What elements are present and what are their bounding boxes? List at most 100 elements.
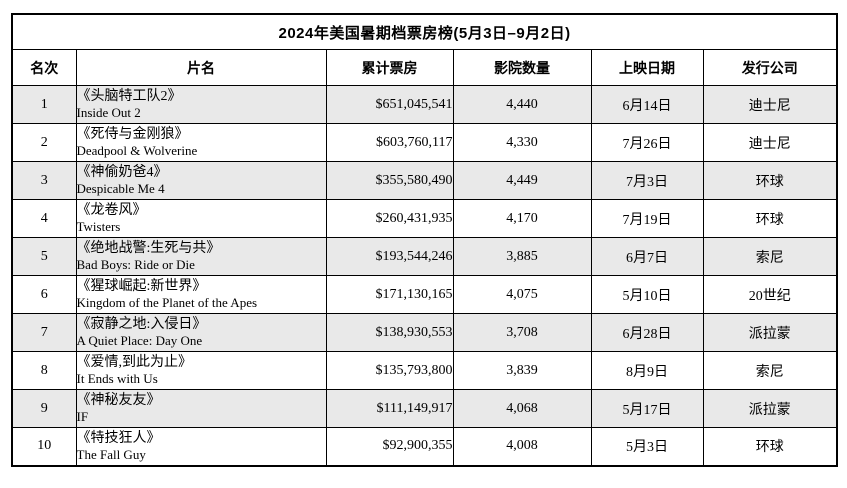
film-title-en: Bad Boys: Ride or Die: [76, 257, 195, 272]
release-date-cell: 7月3日: [590, 161, 704, 200]
table-row: 4 《龙卷风》 Twisters $260,431,935 4,170 7月19…: [11, 199, 838, 238]
header-gross: 累计票房: [325, 49, 454, 86]
rank-cell: 7: [11, 313, 77, 352]
film-title-cell: 《死侍与金刚狼》 Deadpool & Wolverine: [75, 123, 327, 162]
rank-cell: 6: [11, 275, 77, 314]
release-date-cell: 5月17日: [590, 389, 704, 428]
theaters-cell: 4,008: [452, 427, 592, 466]
release-date-cell: 7月26日: [590, 123, 704, 162]
distributor-cell: 索尼: [702, 351, 838, 390]
gross-cell: $603,760,117: [325, 123, 454, 162]
film-title-cell: 《头脑特工队2》 Inside Out 2: [75, 85, 327, 124]
gross-cell: $171,130,165: [325, 275, 454, 314]
table-row: 8 《爱情,到此为止》 It Ends with Us $135,793,800…: [11, 351, 838, 390]
film-title-en: Kingdom of the Planet of the Apes: [76, 295, 258, 310]
distributor-cell: 环球: [702, 427, 838, 466]
table-title-row: 2024年美国暑期档票房榜(5月3日–9月2日): [11, 13, 838, 50]
gross-cell: $651,045,541: [325, 85, 454, 124]
film-title-en: It Ends with Us: [76, 371, 158, 386]
header-distributor: 发行公司: [702, 49, 838, 86]
header-theater-count: 影院数量: [452, 49, 592, 86]
film-title-en: Twisters: [76, 219, 121, 234]
release-date-cell: 8月9日: [590, 351, 704, 390]
film-title-cell: 《神秘友友》 IF: [75, 389, 327, 428]
table-row: 5 《绝地战警:生死与共》 Bad Boys: Ride or Die $193…: [11, 237, 838, 276]
rank-cell: 5: [11, 237, 77, 276]
release-date-cell: 5月3日: [590, 427, 704, 466]
rank-cell: 4: [11, 199, 77, 238]
film-title-zh: 《特技狂人》: [76, 430, 161, 446]
table-row: 9 《神秘友友》 IF $111,149,917 4,068 5月17日 派拉蒙: [11, 389, 838, 428]
header-release-date: 上映日期: [590, 49, 704, 86]
film-title-zh: 《神秘友友》: [76, 393, 161, 408]
theaters-cell: 4,440: [452, 85, 592, 124]
film-title-cell: 《特技狂人》 The Fall Guy: [75, 427, 327, 466]
film-title-cell: 《绝地战警:生死与共》 Bad Boys: Ride or Die: [75, 237, 327, 276]
gross-cell: $92,900,355: [325, 427, 454, 466]
film-title-en: IF: [76, 409, 89, 424]
rank-cell: 9: [11, 389, 77, 428]
rank-cell: 10: [11, 427, 77, 466]
film-title-zh: 《绝地战警:生死与共》: [76, 241, 221, 256]
distributor-cell: 派拉蒙: [702, 389, 838, 428]
gross-cell: $111,149,917: [325, 389, 454, 428]
theaters-cell: 4,170: [452, 199, 592, 238]
distributor-cell: 派拉蒙: [702, 313, 838, 352]
gross-cell: $193,544,246: [325, 237, 454, 276]
film-title-en: Despicable Me 4: [76, 181, 165, 196]
rank-cell: 8: [11, 351, 77, 390]
distributor-cell: 环球: [702, 161, 838, 200]
table-row: 7 《寂静之地:入侵日》 A Quiet Place: Day One $138…: [11, 313, 838, 352]
distributor-cell: 环球: [702, 199, 838, 238]
film-title-cell: 《神偷奶爸4》 Despicable Me 4: [75, 161, 327, 200]
table-row: 1 《头脑特工队2》 Inside Out 2 $651,045,541 4,4…: [11, 85, 838, 124]
film-title-cell: 《寂静之地:入侵日》 A Quiet Place: Day One: [75, 313, 327, 352]
distributor-cell: 索尼: [702, 237, 838, 276]
rank-cell: 3: [11, 161, 77, 200]
table-row: 6 《猩球崛起:新世界》 Kingdom of the Planet of th…: [11, 275, 838, 314]
distributor-cell: 20世纪: [702, 275, 838, 314]
film-title-zh: 《神偷奶爸4》: [76, 165, 168, 180]
rank-cell: 1: [11, 85, 77, 124]
film-title-zh: 《猩球崛起:新世界》: [76, 279, 207, 294]
gross-cell: $138,930,553: [325, 313, 454, 352]
table-title: 2024年美国暑期档票房榜(5月3日–9月2日): [11, 13, 838, 50]
film-title-en: The Fall Guy: [76, 446, 146, 462]
release-date-cell: 6月14日: [590, 85, 704, 124]
theaters-cell: 4,330: [452, 123, 592, 162]
release-date-cell: 7月19日: [590, 199, 704, 238]
film-title-zh: 《爱情,到此为止》: [76, 355, 192, 370]
release-date-cell: 6月7日: [590, 237, 704, 276]
film-title-cell: 《猩球崛起:新世界》 Kingdom of the Planet of the …: [75, 275, 327, 314]
film-title-zh: 《寂静之地:入侵日》: [76, 317, 207, 332]
film-title-cell: 《龙卷风》 Twisters: [75, 199, 327, 238]
release-date-cell: 6月28日: [590, 313, 704, 352]
film-title-en: Inside Out 2: [76, 105, 141, 120]
table-row: 3 《神偷奶爸4》 Despicable Me 4 $355,580,490 4…: [11, 161, 838, 200]
table-row: 2 《死侍与金刚狼》 Deadpool & Wolverine $603,760…: [11, 123, 838, 162]
header-film-title: 片名: [75, 49, 327, 86]
table-header-row: 名次 片名 累计票房 影院数量 上映日期 发行公司: [11, 49, 838, 86]
theaters-cell: 3,839: [452, 351, 592, 390]
gross-cell: $135,793,800: [325, 351, 454, 390]
film-title-zh: 《死侍与金刚狼》: [76, 127, 189, 142]
distributor-cell: 迪士尼: [702, 85, 838, 124]
film-title-en: Deadpool & Wolverine: [76, 143, 198, 158]
film-title-zh: 《龙卷风》: [76, 203, 147, 218]
gross-cell: $355,580,490: [325, 161, 454, 200]
box-office-table: 2024年美国暑期档票房榜(5月3日–9月2日) 名次 片名 累计票房 影院数量…: [11, 13, 839, 467]
film-title-en: A Quiet Place: Day One: [76, 333, 203, 348]
release-date-cell: 5月10日: [590, 275, 704, 314]
theaters-cell: 4,449: [452, 161, 592, 200]
rank-cell: 2: [11, 123, 77, 162]
theaters-cell: 3,885: [452, 237, 592, 276]
gross-cell: $260,431,935: [325, 199, 454, 238]
film-title-cell: 《爱情,到此为止》 It Ends with Us: [75, 351, 327, 390]
theaters-cell: 4,075: [452, 275, 592, 314]
theaters-cell: 3,708: [452, 313, 592, 352]
table-row: 10 《特技狂人》 The Fall Guy $92,900,355 4,008…: [11, 427, 838, 466]
theaters-cell: 4,068: [452, 389, 592, 428]
film-title-zh: 《头脑特工队2》: [76, 89, 182, 104]
distributor-cell: 迪士尼: [702, 123, 838, 162]
